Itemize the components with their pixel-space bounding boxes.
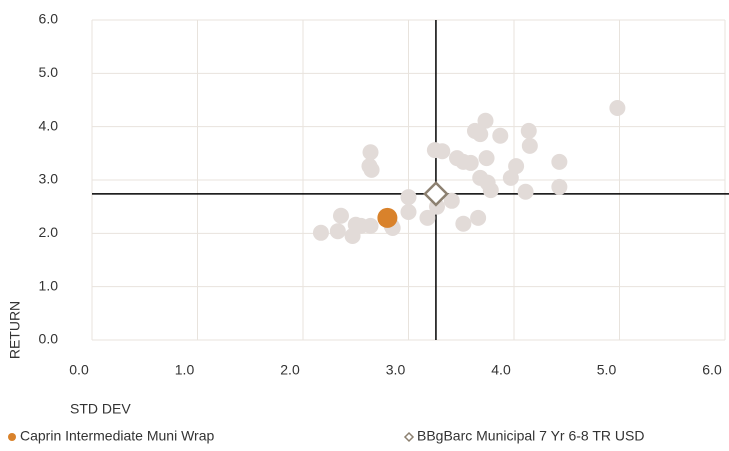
x-tick-label: 1.0 [175, 362, 195, 378]
y-tick-label: 5.0 [39, 64, 59, 80]
peer-point [472, 126, 489, 143]
peer-point [332, 207, 349, 224]
peer-point [551, 153, 568, 170]
benchmark-point [423, 181, 449, 207]
peer-point [362, 144, 379, 161]
peer-point [609, 100, 626, 116]
legend-marker [8, 433, 16, 441]
peer-point [477, 112, 494, 129]
x-tick-label: 2.0 [280, 362, 300, 378]
y-axis-label: RETURN [7, 301, 23, 359]
y-tick-label: 6.0 [39, 11, 59, 27]
fund-point [377, 207, 398, 228]
x-tick-label: 3.0 [386, 362, 406, 378]
x-tick-label: 5.0 [597, 362, 617, 378]
y-tick-label: 2.0 [39, 224, 59, 240]
peer-point [470, 209, 487, 226]
peer-point [312, 224, 329, 241]
peer-point [363, 161, 380, 178]
legend-label: BBgBarc Municipal 7 Yr 6-8 TR USD [417, 428, 644, 444]
x-axis-label: STD DEV [70, 401, 131, 417]
peer-point [455, 215, 472, 232]
peer-point [419, 209, 436, 226]
peer-point [520, 122, 537, 139]
y-tick-label: 0.0 [39, 331, 59, 347]
x-tick-label: 4.0 [491, 362, 511, 378]
peer-point [508, 158, 525, 175]
y-tick-label: 4.0 [39, 117, 59, 133]
peer-point [400, 189, 417, 206]
peer-point [492, 127, 509, 144]
legend-marker [403, 431, 415, 443]
peer-point [400, 204, 417, 220]
x-tick-label: 0.0 [69, 362, 89, 378]
x-tick-label: 6.0 [702, 362, 722, 378]
peer-point [434, 143, 451, 160]
peer-point [478, 150, 495, 167]
peer-point [443, 192, 460, 209]
peer-point [551, 178, 568, 195]
peer-point [329, 223, 346, 240]
peer-point [482, 182, 499, 199]
y-tick-label: 1.0 [39, 277, 59, 293]
legend-label: Caprin Intermediate Muni Wrap [20, 428, 214, 444]
peer-point [362, 217, 379, 234]
peer-point [521, 137, 538, 154]
y-tick-label: 3.0 [39, 171, 59, 187]
peer-point [517, 183, 534, 200]
peer-point [462, 154, 479, 171]
